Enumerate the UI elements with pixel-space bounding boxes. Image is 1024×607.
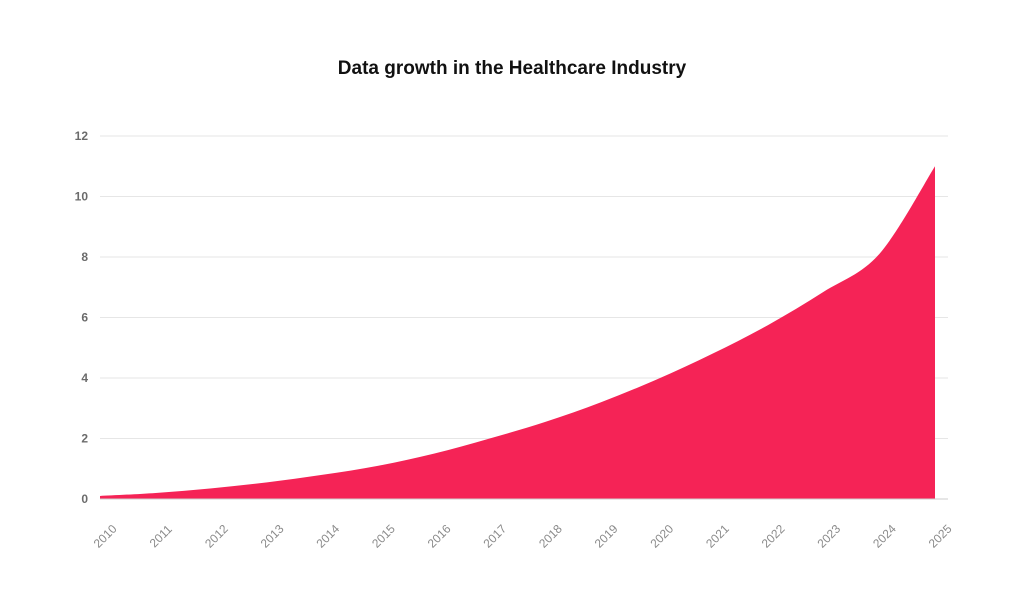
y-axis: 0 2 4 6 8 10 12: [75, 129, 89, 506]
y-tick-label: 10: [75, 190, 89, 204]
x-tick-label: 2019: [592, 522, 621, 551]
x-tick-label: 2017: [480, 522, 509, 551]
y-tick-label: 8: [81, 250, 88, 264]
chart-title: Data growth in the Healthcare Industry: [337, 58, 687, 79]
y-tick-label: 6: [81, 311, 88, 325]
x-tick-label: 2011: [147, 522, 175, 550]
x-axis: 2010 2011 2012 2013 2014 2015 2016 2017 2018 2019…: [91, 498, 955, 551]
y-tick-label: 4: [81, 371, 88, 385]
x-tick-label: 2012: [202, 522, 231, 551]
x-tick-label: 2015: [369, 522, 398, 551]
y-tick-label: 12: [75, 129, 89, 143]
y-tick-label: 0: [81, 492, 88, 506]
x-tick-label: 2014: [313, 522, 342, 551]
x-tick-label: 2021: [703, 522, 732, 551]
x-tick-label: 2018: [536, 522, 565, 551]
y-tick-label: 2: [81, 432, 88, 446]
x-tick-label: 2013: [258, 522, 287, 551]
x-tick-label: 2025: [926, 522, 955, 551]
x-tick-label: 2023: [814, 522, 843, 551]
x-tick-label: 2022: [759, 522, 788, 551]
x-tick-label: 2016: [425, 522, 454, 551]
x-tick-label: 2020: [647, 522, 676, 551]
x-tick-label: 2024: [870, 522, 899, 551]
series-area: [100, 166, 935, 499]
x-tick-label: 2010: [91, 522, 120, 551]
series-layer: [100, 166, 935, 499]
